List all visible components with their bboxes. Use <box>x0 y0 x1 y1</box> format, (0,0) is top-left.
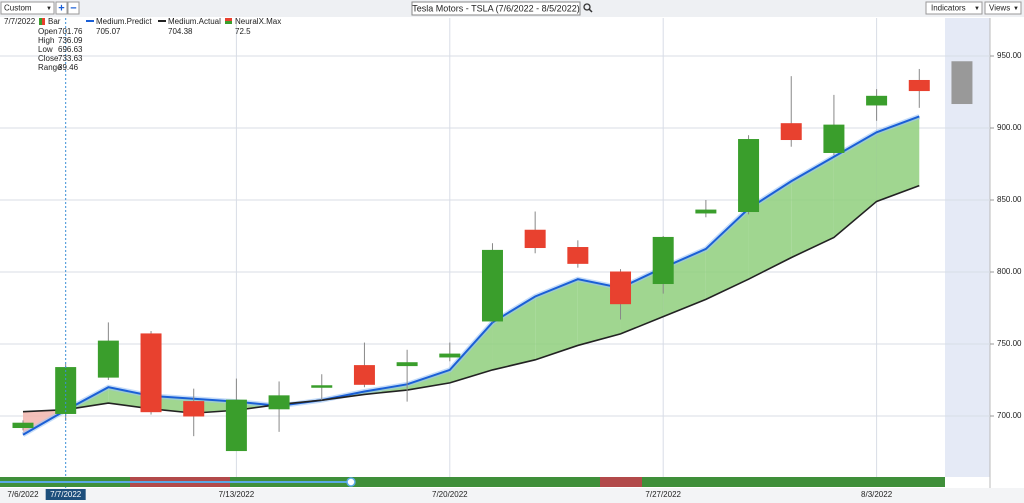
candle-body <box>524 229 546 249</box>
candle-body <box>396 362 418 367</box>
zoom-in-text: + <box>58 2 64 14</box>
dropdown-arrow: ▼ <box>46 6 52 12</box>
candle-body <box>12 422 34 429</box>
legend-value: 704.38 <box>168 27 193 36</box>
candle-body <box>311 385 333 388</box>
band-fill <box>876 116 920 202</box>
line-series <box>22 115 920 436</box>
info-label: Close <box>38 54 59 63</box>
band-fill <box>535 279 578 360</box>
legend-label: Medium.Actual <box>168 17 221 26</box>
info-value: 696.63 <box>58 45 83 54</box>
info-value: 736.09 <box>58 36 83 45</box>
zoom-out-text: − <box>70 2 76 14</box>
candle-body <box>353 365 375 385</box>
legend-label: NeuralX.Max <box>235 17 281 26</box>
info-label: High <box>38 36 54 45</box>
candle-body <box>652 236 674 285</box>
info-date: 7/7/2022 <box>4 17 36 26</box>
candle-body <box>780 123 802 141</box>
bar-swatch-down <box>42 18 45 25</box>
x-tick-label: 7/27/2022 <box>645 490 681 499</box>
zoom-in-button[interactable] <box>55 1 68 15</box>
signal-strip <box>0 477 945 487</box>
band-fill <box>108 387 152 409</box>
y-tick-label: 750.00 <box>997 339 1022 348</box>
band-fill <box>577 279 621 346</box>
date-axis <box>0 488 1024 503</box>
dropdown-arrow: ▼ <box>974 6 980 12</box>
symbol-box[interactable] <box>411 1 581 16</box>
dropdown-arrow: ▼ <box>1013 6 1019 12</box>
candle-body <box>866 95 888 106</box>
candle-body <box>951 61 973 105</box>
y-tick-label: 850.00 <box>997 195 1022 204</box>
line-series <box>22 184 920 414</box>
x-tick-label: 7/6/2022 <box>7 490 39 499</box>
preset-dropdown[interactable] <box>0 1 55 15</box>
candle-body <box>823 124 845 153</box>
candle-body <box>908 79 930 92</box>
y-tick-label: 800.00 <box>997 267 1022 276</box>
x-tick-label: 7/13/2022 <box>219 490 255 499</box>
search-icon[interactable] <box>583 3 591 11</box>
indicators-text: Indicators <box>931 4 966 13</box>
candle-body <box>481 249 503 322</box>
candle-body <box>695 209 717 214</box>
y-tick-label: 700.00 <box>997 411 1022 420</box>
plot <box>0 18 990 488</box>
selected-date-bg <box>45 489 86 500</box>
signal-strip-segment <box>600 477 642 487</box>
candle-body <box>439 353 461 358</box>
info-bar-label: Bar <box>48 17 61 26</box>
scroll-handle[interactable] <box>346 477 356 487</box>
band-fill <box>833 132 877 238</box>
band-fill <box>791 156 834 258</box>
views-button[interactable] <box>984 1 1022 15</box>
preset-text: Custom <box>4 4 32 13</box>
candle-body <box>567 247 589 264</box>
info-value: 39.46 <box>58 63 79 72</box>
y-tick-label: 950.00 <box>997 51 1022 60</box>
bar-swatch-up <box>39 18 42 25</box>
band-fill <box>492 296 536 370</box>
candle-body <box>140 333 162 413</box>
x-tick-label: 8/3/2022 <box>861 490 893 499</box>
candle-body <box>268 395 290 410</box>
y-tick-label: 900.00 <box>997 123 1022 132</box>
legend-value: 72.5 <box>235 27 251 36</box>
legend-swatch <box>225 18 232 21</box>
candle-body <box>97 340 119 378</box>
zoom-out-button[interactable] <box>67 1 80 15</box>
legend-swatch <box>225 21 232 24</box>
band-fill <box>705 208 749 300</box>
info-label: Open <box>38 27 58 36</box>
candle-body <box>738 139 760 213</box>
info-label: Range <box>38 63 62 72</box>
x-tick-label: 7/20/2022 <box>432 490 468 499</box>
legend-label: Medium.Predict <box>96 17 152 26</box>
search-icon-handle <box>588 8 593 13</box>
chart-title: Tesla Motors - TSLA (7/6/2022 - 8/5/2022… <box>412 3 579 13</box>
candle-body <box>610 271 632 305</box>
x-tick-label: 7/7/2022 <box>50 490 82 499</box>
candle-body <box>225 399 247 452</box>
info-value: 733.63 <box>58 54 83 63</box>
candle-body <box>183 401 205 417</box>
legend-value: 705.07 <box>96 27 121 36</box>
info-label: Low <box>38 45 53 54</box>
indicators-button[interactable] <box>925 1 983 15</box>
band-fill <box>663 248 706 317</box>
info-panel: 7/7/2022 Bar Open 701.76 High 736.09 Low… <box>4 17 281 72</box>
band-fill <box>748 181 792 280</box>
views-text: Views <box>989 4 1010 13</box>
info-value: 701.76 <box>58 27 83 36</box>
